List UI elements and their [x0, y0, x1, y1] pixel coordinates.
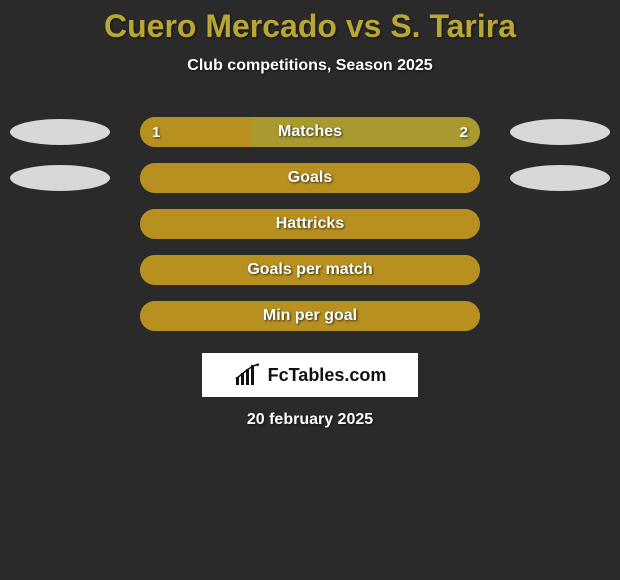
stat-row: Min per goal	[0, 301, 620, 331]
left-ellipse	[10, 165, 110, 191]
infographic-container: Cuero Mercado vs S. Tarira Club competit…	[0, 0, 620, 429]
date-label: 20 february 2025	[0, 411, 620, 429]
stat-right-value: 2	[460, 124, 468, 141]
left-ellipse	[10, 119, 110, 145]
stat-left-value: 1	[152, 124, 160, 141]
stat-row: 12Matches	[0, 117, 620, 147]
bar-chart-icon	[234, 363, 264, 387]
stat-bar: 12Matches	[140, 117, 480, 147]
stat-row: Hattricks	[0, 209, 620, 239]
stat-bar: Goals per match	[140, 255, 480, 285]
stat-bar: Hattricks	[140, 209, 480, 239]
logo-box: FcTables.com	[202, 353, 418, 397]
right-ellipse	[510, 119, 610, 145]
stat-rows: 12MatchesGoalsHattricksGoals per matchMi…	[0, 117, 620, 331]
stat-row: Goals per match	[0, 255, 620, 285]
stat-bar-fill	[140, 163, 480, 193]
stat-bar: Min per goal	[140, 301, 480, 331]
logo-text: FcTables.com	[268, 365, 387, 386]
stat-row: Goals	[0, 163, 620, 193]
page-subtitle: Club competitions, Season 2025	[0, 57, 620, 75]
stat-bar-fill	[140, 255, 480, 285]
right-ellipse	[510, 165, 610, 191]
stat-bar-fill	[140, 209, 480, 239]
stat-bar-fill	[140, 301, 480, 331]
stat-bar: Goals	[140, 163, 480, 193]
page-title: Cuero Mercado vs S. Tarira	[0, 8, 620, 45]
